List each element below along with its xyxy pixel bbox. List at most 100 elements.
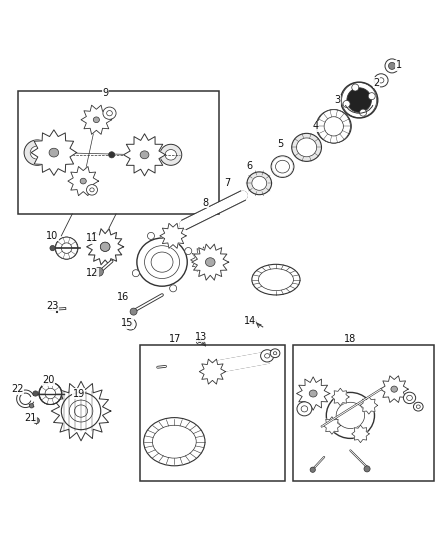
Circle shape bbox=[310, 467, 315, 472]
Ellipse shape bbox=[403, 392, 416, 403]
Polygon shape bbox=[380, 376, 408, 402]
Ellipse shape bbox=[152, 425, 196, 458]
Ellipse shape bbox=[80, 178, 86, 184]
Circle shape bbox=[185, 247, 192, 255]
Text: 15: 15 bbox=[121, 318, 133, 328]
Ellipse shape bbox=[100, 242, 110, 252]
Ellipse shape bbox=[100, 242, 110, 252]
Ellipse shape bbox=[39, 383, 62, 405]
Circle shape bbox=[33, 418, 39, 424]
Ellipse shape bbox=[151, 252, 173, 272]
Text: 5: 5 bbox=[277, 139, 283, 149]
Ellipse shape bbox=[270, 349, 280, 358]
Polygon shape bbox=[297, 377, 330, 410]
Text: 14: 14 bbox=[244, 316, 256, 326]
Circle shape bbox=[132, 270, 139, 277]
Bar bbox=[18, 91, 219, 214]
Circle shape bbox=[45, 388, 56, 399]
Ellipse shape bbox=[205, 258, 215, 266]
Polygon shape bbox=[51, 381, 111, 441]
Circle shape bbox=[347, 88, 371, 112]
Circle shape bbox=[368, 93, 375, 100]
Ellipse shape bbox=[137, 238, 187, 286]
Ellipse shape bbox=[86, 184, 97, 195]
Ellipse shape bbox=[30, 146, 44, 159]
Circle shape bbox=[109, 152, 115, 158]
Circle shape bbox=[128, 322, 133, 327]
Text: 22: 22 bbox=[11, 384, 24, 394]
Ellipse shape bbox=[316, 110, 351, 143]
Circle shape bbox=[385, 59, 399, 73]
Polygon shape bbox=[352, 425, 369, 442]
Ellipse shape bbox=[92, 235, 118, 259]
Polygon shape bbox=[332, 388, 349, 406]
Polygon shape bbox=[160, 223, 186, 248]
Circle shape bbox=[95, 268, 103, 276]
Polygon shape bbox=[124, 134, 166, 176]
Ellipse shape bbox=[90, 188, 94, 192]
Ellipse shape bbox=[74, 405, 88, 417]
Ellipse shape bbox=[69, 400, 93, 422]
Ellipse shape bbox=[413, 402, 423, 411]
Text: 13: 13 bbox=[195, 332, 208, 342]
Ellipse shape bbox=[103, 107, 116, 119]
Ellipse shape bbox=[297, 138, 317, 157]
Circle shape bbox=[317, 110, 350, 143]
Text: 16: 16 bbox=[117, 292, 129, 302]
Text: 17: 17 bbox=[169, 334, 181, 344]
Circle shape bbox=[39, 383, 61, 405]
Ellipse shape bbox=[144, 418, 205, 466]
Ellipse shape bbox=[407, 395, 413, 400]
Text: 11: 11 bbox=[86, 233, 98, 243]
Ellipse shape bbox=[258, 269, 293, 290]
Circle shape bbox=[33, 391, 38, 396]
Circle shape bbox=[364, 466, 370, 472]
Circle shape bbox=[125, 319, 136, 330]
Text: 12: 12 bbox=[86, 268, 98, 278]
Circle shape bbox=[317, 110, 350, 143]
Circle shape bbox=[56, 237, 78, 259]
Ellipse shape bbox=[49, 148, 59, 157]
Circle shape bbox=[61, 243, 72, 253]
Polygon shape bbox=[81, 105, 112, 134]
Bar bbox=[293, 345, 434, 481]
Ellipse shape bbox=[55, 237, 78, 259]
Ellipse shape bbox=[261, 350, 274, 362]
Circle shape bbox=[56, 237, 78, 259]
Text: 20: 20 bbox=[42, 375, 54, 385]
Ellipse shape bbox=[292, 133, 321, 161]
Polygon shape bbox=[191, 247, 217, 273]
Circle shape bbox=[29, 403, 34, 408]
Text: 4: 4 bbox=[312, 122, 318, 131]
Ellipse shape bbox=[107, 110, 112, 116]
Ellipse shape bbox=[326, 392, 374, 439]
Ellipse shape bbox=[391, 386, 398, 392]
Circle shape bbox=[324, 117, 343, 136]
Polygon shape bbox=[192, 244, 229, 280]
Ellipse shape bbox=[336, 402, 364, 429]
Circle shape bbox=[251, 319, 256, 324]
Circle shape bbox=[61, 243, 72, 253]
Ellipse shape bbox=[378, 78, 384, 83]
Ellipse shape bbox=[301, 406, 307, 412]
Circle shape bbox=[196, 337, 203, 344]
Bar bbox=[140, 345, 285, 481]
Ellipse shape bbox=[160, 144, 182, 165]
Ellipse shape bbox=[165, 150, 177, 160]
Text: 10: 10 bbox=[46, 231, 59, 241]
Text: 2: 2 bbox=[374, 77, 380, 87]
Ellipse shape bbox=[93, 117, 99, 123]
Ellipse shape bbox=[61, 392, 101, 430]
Circle shape bbox=[343, 100, 350, 108]
Circle shape bbox=[360, 109, 367, 116]
Ellipse shape bbox=[252, 176, 267, 190]
Circle shape bbox=[389, 62, 396, 69]
Circle shape bbox=[198, 339, 201, 343]
Text: 1: 1 bbox=[396, 60, 402, 70]
Circle shape bbox=[50, 246, 55, 251]
Circle shape bbox=[148, 232, 155, 239]
Ellipse shape bbox=[265, 354, 270, 358]
Text: 19: 19 bbox=[73, 389, 85, 399]
Ellipse shape bbox=[297, 402, 312, 416]
Ellipse shape bbox=[309, 390, 317, 397]
